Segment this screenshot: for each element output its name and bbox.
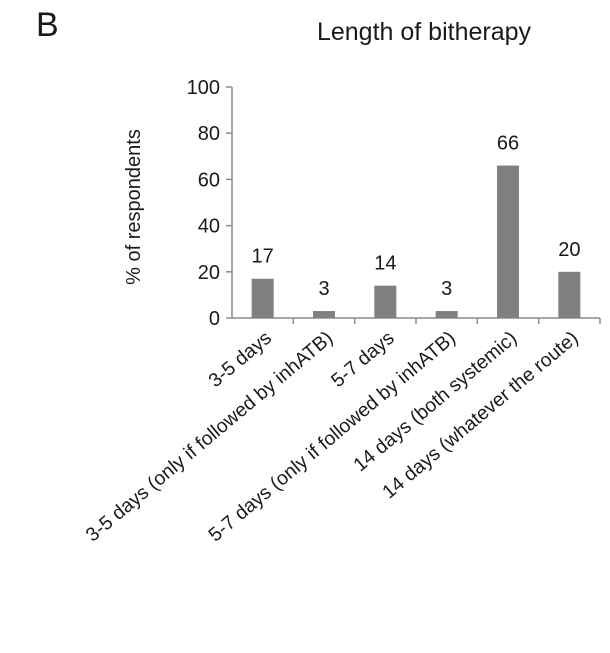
y-tick-label: 0 xyxy=(209,308,220,330)
y-tick-label: 40 xyxy=(198,216,220,238)
panel-label: B xyxy=(36,6,59,44)
data-label-2: 3 xyxy=(318,278,329,300)
bar-2 xyxy=(313,311,335,318)
data-label-6: 20 xyxy=(558,239,580,261)
bar-6 xyxy=(558,271,581,318)
y-tick-label: 20 xyxy=(198,262,220,284)
category-label-2: 3-5 days (only if followed by inhATB) xyxy=(82,327,337,546)
chart-title: Length of bitherapy xyxy=(317,18,532,46)
data-label-4: 3 xyxy=(441,278,452,300)
bar-4 xyxy=(435,311,458,318)
data-label-5: 66 xyxy=(497,133,519,155)
bar-3 xyxy=(374,285,397,318)
y-tick-label: 80 xyxy=(198,123,220,145)
bar-1 xyxy=(251,278,274,318)
data-label-1: 17 xyxy=(252,246,274,268)
bar-5 xyxy=(497,165,519,318)
y-tick-label: 100 xyxy=(187,77,220,99)
data-label-3: 14 xyxy=(374,253,396,275)
y-axis-label: % of respondents xyxy=(123,129,145,285)
y-tick-label: 60 xyxy=(198,169,220,191)
